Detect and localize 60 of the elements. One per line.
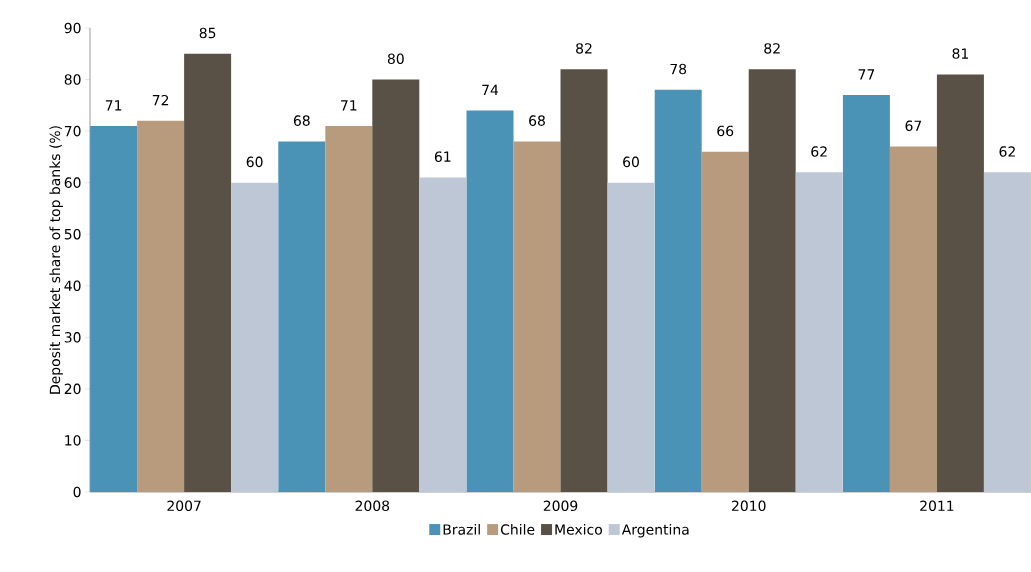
legend-label: Argentina — [621, 524, 689, 538]
bar — [278, 141, 326, 492]
x-tick-label: 2009 — [543, 500, 578, 512]
bar — [513, 141, 561, 492]
bar — [748, 69, 796, 492]
y-tick-label: 50 — [64, 228, 81, 240]
data-label: 71 — [105, 100, 122, 111]
x-tick-label: 2007 — [167, 500, 201, 512]
bar — [466, 110, 514, 492]
x-tick-label: 2011 — [920, 500, 954, 512]
bar — [90, 125, 138, 492]
data-label: 62 — [811, 146, 827, 157]
y-tick-label: 30 — [64, 332, 81, 343]
data-label: 77 — [858, 69, 875, 80]
y-tick-label: 90 — [64, 22, 81, 34]
bar — [137, 120, 185, 492]
bar — [231, 182, 279, 492]
data-label: 68 — [529, 115, 545, 126]
bar — [607, 182, 655, 492]
data-label: 81 — [952, 48, 968, 59]
y-tick-label: 80 — [64, 74, 81, 85]
data-label: 68 — [293, 115, 310, 126]
bar — [560, 69, 608, 492]
bar — [889, 146, 937, 492]
data-label: 66 — [717, 125, 734, 137]
bar — [654, 89, 702, 492]
bar — [184, 53, 232, 492]
data-label: 85 — [199, 27, 216, 39]
bar — [983, 172, 1031, 492]
bar — [936, 74, 984, 492]
data-label: 82 — [764, 43, 780, 54]
x-tick-label: 2008 — [355, 500, 390, 512]
data-label: 60 — [623, 156, 639, 168]
x-tick-label: 2010 — [731, 500, 766, 512]
data-label: 62 — [999, 146, 1015, 157]
bar — [842, 95, 890, 492]
data-label: 71 — [341, 100, 357, 111]
bar — [795, 172, 843, 492]
data-label: 78 — [670, 63, 687, 75]
data-label: 67 — [905, 120, 922, 132]
bar — [325, 125, 373, 492]
y-tick-label: 70 — [64, 125, 81, 137]
data-label: 82 — [576, 43, 592, 54]
bar — [372, 79, 420, 492]
bar — [419, 177, 467, 492]
y-tick-label: 20 — [64, 383, 81, 395]
y-tick-label: 60 — [64, 177, 81, 188]
legend-label: Mexico — [555, 524, 603, 535]
y-axis-title: Deposit market share of top banks (%) — [49, 126, 63, 394]
data-label: 61 — [434, 151, 451, 162]
y-tick-label: 40 — [64, 280, 81, 292]
bar — [701, 151, 749, 492]
data-label: 60 — [246, 156, 263, 168]
legend-label: Brazil — [443, 524, 480, 535]
data-label: 72 — [152, 94, 169, 106]
data-label: 74 — [482, 84, 499, 95]
data-label: 80 — [387, 53, 404, 65]
legend-label: Chile — [500, 524, 535, 535]
y-tick-label: 10 — [65, 435, 81, 446]
y-tick-label: 0 — [73, 486, 81, 498]
